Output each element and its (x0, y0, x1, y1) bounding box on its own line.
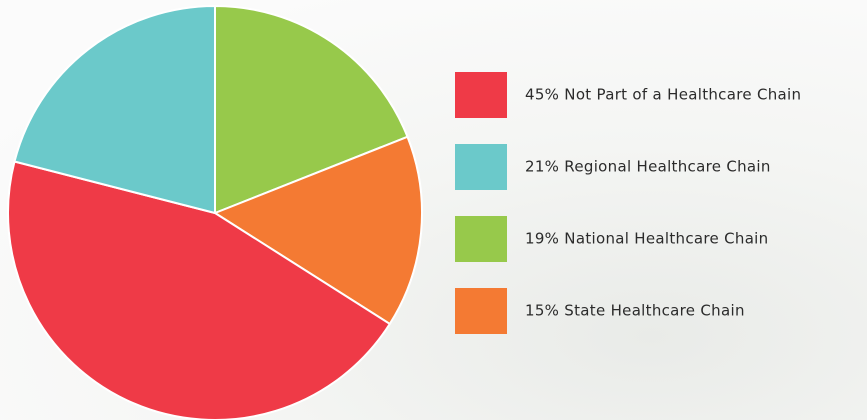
pie-slice (214, 4, 409, 215)
pie-slice (13, 4, 216, 215)
legend-label: 21% Regional Healthcare Chain (525, 158, 771, 176)
pie-slice (212, 135, 423, 326)
legend-label: 15% State Healthcare Chain (525, 302, 745, 320)
pie-slice (7, 160, 392, 420)
legend-swatch (455, 72, 507, 118)
legend: 45% Not Part of a Healthcare Chain 21% Re… (455, 72, 801, 334)
pie (7, 4, 423, 420)
legend-swatch (455, 216, 507, 262)
legend-label: 45% Not Part of a Healthcare Chain (525, 86, 801, 104)
legend-swatch (455, 288, 507, 334)
legend-swatch (455, 144, 507, 190)
legend-label: 19% National Healthcare Chain (525, 230, 768, 248)
